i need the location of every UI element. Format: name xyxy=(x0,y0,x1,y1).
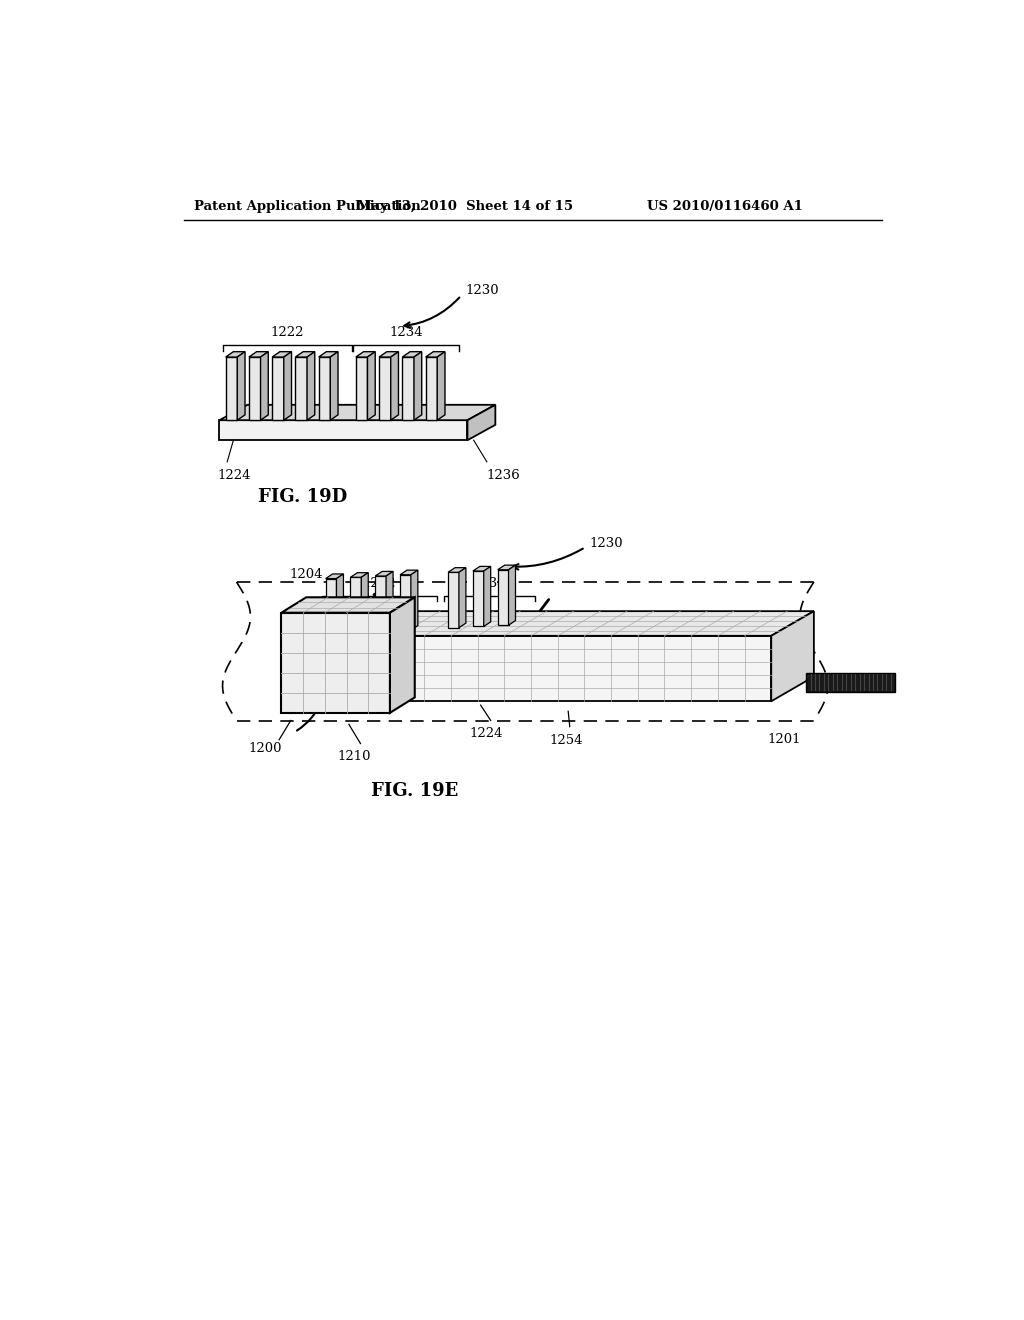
Polygon shape xyxy=(379,358,391,420)
Polygon shape xyxy=(326,578,337,634)
Polygon shape xyxy=(291,636,771,701)
Text: 1201: 1201 xyxy=(767,733,801,746)
Polygon shape xyxy=(295,358,307,420)
Polygon shape xyxy=(386,572,393,631)
Polygon shape xyxy=(350,577,361,632)
Text: 1234: 1234 xyxy=(389,326,423,339)
Polygon shape xyxy=(426,358,437,420)
Text: 1222: 1222 xyxy=(270,326,304,339)
Polygon shape xyxy=(272,351,292,358)
Polygon shape xyxy=(400,574,411,630)
Text: 1254: 1254 xyxy=(549,734,583,747)
Polygon shape xyxy=(806,673,895,692)
Polygon shape xyxy=(426,351,445,358)
Polygon shape xyxy=(225,351,245,358)
Polygon shape xyxy=(326,574,343,578)
Polygon shape xyxy=(219,405,496,420)
Polygon shape xyxy=(473,572,483,627)
Polygon shape xyxy=(282,612,390,713)
Polygon shape xyxy=(356,351,375,358)
Polygon shape xyxy=(361,573,369,632)
Polygon shape xyxy=(272,358,284,420)
Polygon shape xyxy=(282,597,415,612)
Text: 1204: 1204 xyxy=(290,568,324,581)
Text: 1224: 1224 xyxy=(469,726,503,739)
Polygon shape xyxy=(331,351,338,420)
Polygon shape xyxy=(307,351,314,420)
Text: 1234: 1234 xyxy=(473,577,506,590)
Polygon shape xyxy=(379,351,398,358)
Text: 1224: 1224 xyxy=(218,470,252,483)
Polygon shape xyxy=(483,566,490,627)
Polygon shape xyxy=(414,351,422,420)
Text: 1230: 1230 xyxy=(589,537,623,550)
Text: US 2010/0116460 A1: US 2010/0116460 A1 xyxy=(647,199,803,213)
Polygon shape xyxy=(249,358,260,420)
Polygon shape xyxy=(368,351,375,420)
Polygon shape xyxy=(291,611,814,636)
Text: 1200: 1200 xyxy=(248,742,282,755)
Polygon shape xyxy=(449,568,466,573)
Polygon shape xyxy=(498,565,515,570)
Polygon shape xyxy=(219,420,467,441)
Text: Patent Application Publication: Patent Application Publication xyxy=(194,199,421,213)
Polygon shape xyxy=(467,405,496,441)
Polygon shape xyxy=(318,351,338,358)
Text: 1230: 1230 xyxy=(465,284,499,297)
Polygon shape xyxy=(284,351,292,420)
Polygon shape xyxy=(350,573,369,577)
Polygon shape xyxy=(225,358,238,420)
Polygon shape xyxy=(449,573,459,628)
Polygon shape xyxy=(411,570,418,630)
Polygon shape xyxy=(402,358,414,420)
Polygon shape xyxy=(238,351,245,420)
Polygon shape xyxy=(509,565,515,626)
Polygon shape xyxy=(356,358,368,420)
Polygon shape xyxy=(375,576,386,631)
Polygon shape xyxy=(295,351,314,358)
Text: May 13, 2010  Sheet 14 of 15: May 13, 2010 Sheet 14 of 15 xyxy=(357,199,573,213)
Polygon shape xyxy=(318,358,331,420)
Polygon shape xyxy=(459,568,466,628)
Polygon shape xyxy=(337,574,343,634)
Polygon shape xyxy=(390,597,415,713)
Polygon shape xyxy=(375,572,393,576)
Polygon shape xyxy=(400,570,418,574)
Text: FIG. 19D: FIG. 19D xyxy=(258,488,347,506)
Text: 1210: 1210 xyxy=(338,750,371,763)
Polygon shape xyxy=(498,570,509,626)
Polygon shape xyxy=(249,351,268,358)
Text: 1236: 1236 xyxy=(486,470,520,483)
Text: FIG. 19E: FIG. 19E xyxy=(371,781,459,800)
Polygon shape xyxy=(391,351,398,420)
Polygon shape xyxy=(402,351,422,358)
Polygon shape xyxy=(473,566,490,572)
Text: 1222: 1222 xyxy=(362,577,396,590)
Polygon shape xyxy=(260,351,268,420)
Polygon shape xyxy=(437,351,445,420)
Polygon shape xyxy=(771,611,814,701)
